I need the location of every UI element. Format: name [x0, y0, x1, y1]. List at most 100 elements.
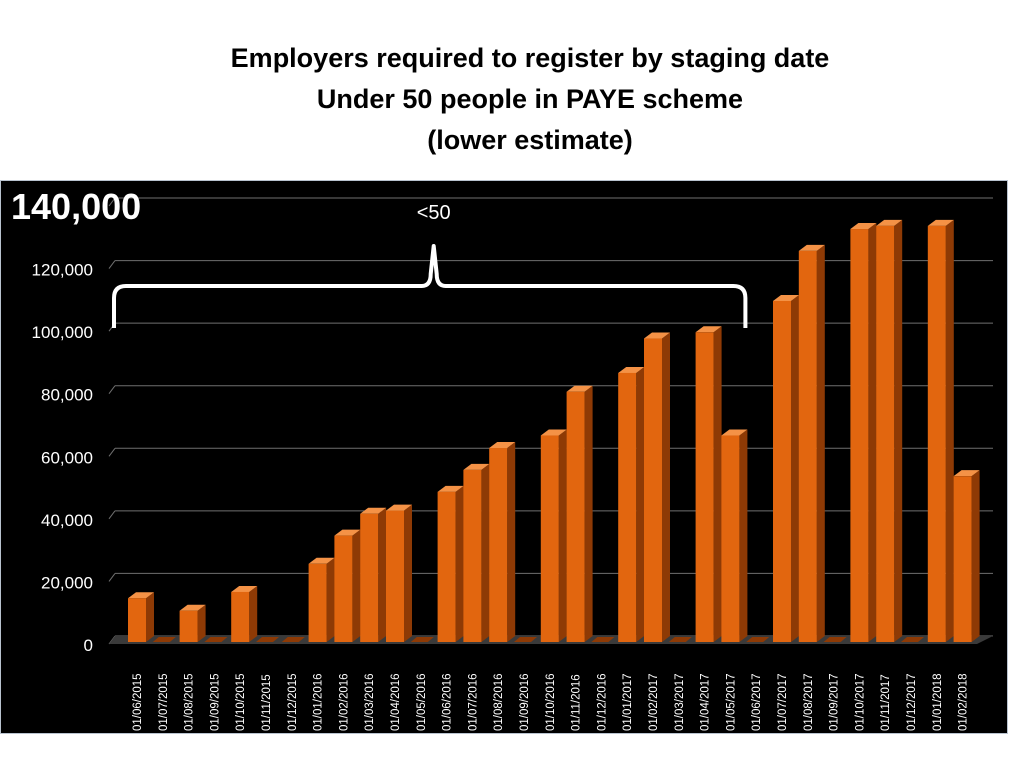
x-tick-label: 01/11/2016	[571, 674, 583, 731]
x-tick-label: 01/12/2015	[287, 673, 299, 731]
bar-stub	[746, 637, 770, 642]
bar-top	[695, 326, 722, 333]
bar	[566, 391, 585, 642]
gridline-edge	[108, 447, 116, 457]
x-tick-label: 01/06/2015	[132, 673, 144, 731]
x-tick-label: 01/09/2017	[829, 673, 841, 731]
y-tick-label: 20,000	[41, 573, 93, 592]
bar-stub	[152, 637, 176, 642]
y-tick-label: 100,000	[32, 323, 93, 342]
bar-side	[455, 485, 464, 642]
bar-side	[584, 385, 593, 642]
bar-top	[308, 557, 335, 564]
bar	[179, 610, 198, 642]
title-line-1: Employers required to register by stagin…	[230, 43, 830, 73]
bar-side	[894, 219, 903, 642]
bar	[437, 491, 456, 642]
bar	[953, 476, 972, 642]
x-tick-label: 01/07/2016	[467, 673, 479, 731]
x-tick-label: 01/08/2016	[493, 673, 505, 731]
bar-top	[773, 294, 799, 301]
bar-stub	[591, 637, 615, 642]
bar	[489, 448, 508, 642]
bar-side	[739, 429, 748, 642]
bar	[231, 591, 250, 642]
x-tick-label: 01/02/2017	[648, 673, 660, 731]
bar-side	[352, 529, 361, 642]
x-tick-label: 01/06/2017	[751, 673, 763, 731]
x-tick-label: 01/11/2017	[880, 674, 892, 731]
gridline-edge	[108, 385, 116, 395]
bar-top	[953, 470, 980, 477]
bar-top	[798, 244, 825, 251]
bar	[927, 225, 946, 642]
bar-top	[386, 504, 412, 511]
gridline-edge	[108, 510, 116, 520]
bar-stub	[514, 637, 537, 642]
bar-top	[437, 485, 464, 492]
bar-top	[618, 366, 645, 373]
bar-side	[326, 557, 335, 642]
bar	[876, 225, 895, 642]
bar-side	[636, 366, 645, 642]
bar	[308, 563, 327, 642]
bar	[360, 513, 379, 642]
bar-top	[179, 604, 206, 611]
x-tick-label: 01/09/2016	[519, 673, 531, 731]
x-tick-label: 01/07/2017	[777, 673, 789, 731]
bar	[463, 469, 482, 642]
bar-top	[540, 429, 567, 436]
title-line-3: (lower estimate)	[427, 125, 633, 155]
x-tick-label: 01/01/2018	[932, 673, 944, 731]
bar-stub	[256, 637, 279, 642]
bar-top	[489, 442, 516, 449]
gridline-edge	[108, 197, 116, 207]
bar-top	[850, 223, 877, 230]
bar-side	[713, 326, 722, 642]
title-line-2: Under 50 people in PAYE scheme	[316, 84, 744, 114]
bar-side	[971, 470, 980, 642]
bar-top	[128, 592, 154, 599]
bar-side	[404, 504, 412, 642]
bar	[334, 535, 353, 642]
bar	[618, 372, 637, 642]
bar-stub	[901, 637, 924, 642]
bar	[695, 332, 714, 642]
chart-panel: 0 20,000 40,000 60,000 80,000 100,000 120,000 1…	[0, 180, 1008, 734]
x-tick-label: 01/12/2016	[596, 673, 608, 731]
bar	[721, 435, 740, 642]
y-tick-label: 80,000	[41, 386, 93, 405]
bar-side	[507, 442, 516, 642]
x-tick-label: 01/03/2017	[674, 673, 686, 731]
x-tick-label: 01/06/2016	[442, 673, 454, 731]
gridline-edge	[108, 260, 116, 269]
bar-top	[721, 429, 748, 436]
x-tick-label: 01/09/2015	[209, 673, 221, 731]
bar-side	[249, 585, 258, 642]
bar-top	[360, 507, 387, 514]
bar-side	[481, 463, 490, 642]
brace-annotation	[112, 244, 748, 328]
bar-top	[463, 463, 490, 470]
x-tick-label: 01/01/2016	[313, 673, 325, 731]
x-tick-label: 01/08/2015	[184, 673, 196, 731]
chart-title: Employers required to register by stagin…	[0, 38, 1024, 161]
bar-side	[662, 332, 670, 642]
bar-top	[231, 585, 258, 592]
bar-top	[334, 529, 361, 536]
bar-stub	[410, 637, 434, 642]
bar	[386, 510, 404, 642]
x-tick-label: 01/12/2017	[906, 673, 918, 731]
bar-top	[644, 332, 670, 339]
x-tick-label: 01/10/2015	[235, 673, 247, 731]
y-tick-label: 0	[84, 636, 93, 655]
bar-side	[197, 604, 206, 642]
gridline-edge	[108, 573, 116, 582]
bar-side	[868, 223, 877, 642]
x-tick-label: 01/05/2017	[725, 673, 737, 731]
bar-top	[566, 385, 593, 392]
x-tick-label: 01/11/2015	[261, 674, 273, 731]
x-tick-label: 01/10/2017	[854, 673, 866, 731]
bar-top	[927, 219, 954, 226]
bar-side	[146, 592, 154, 642]
